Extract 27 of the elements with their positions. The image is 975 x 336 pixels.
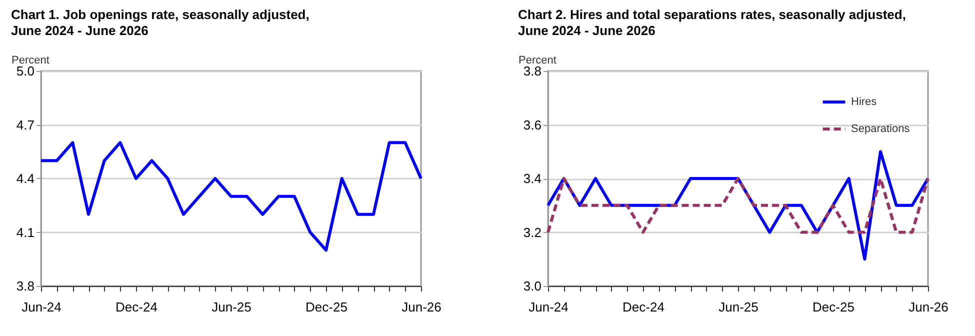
- x-tick-label: Jun-24: [528, 300, 568, 314]
- line-series: [40, 141, 422, 252]
- x-tick-label: Jun-24: [22, 300, 62, 314]
- x-tick-label: Jun-26: [908, 300, 948, 314]
- y-tick-label: 3.8: [523, 64, 542, 78]
- y-tick-label: 4.1: [16, 224, 34, 240]
- y-tick-label: 3.0: [523, 278, 542, 294]
- x-tick-label: Dec-25: [812, 300, 854, 314]
- x-tick-label: Dec-24: [116, 300, 158, 314]
- y-tick-label: 3.6: [523, 117, 542, 132]
- x-tick-label: Jun-26: [402, 300, 442, 314]
- x-tick-label: Dec-25: [306, 300, 348, 314]
- y-tick-label: 3.8: [16, 278, 34, 294]
- x-tick-label: Dec-24: [622, 300, 664, 314]
- y-tick-label: 3.2: [523, 224, 542, 240]
- y-tick-label: 3.4: [523, 171, 542, 186]
- chart-title: Chart 2. Hires and total separations rates, seasonally adjusted, June 2024 - June 2026: [518, 7, 906, 38]
- legend-label: Separations: [851, 123, 910, 135]
- x-tick-label: Jun-25: [212, 300, 252, 314]
- y-tick-label: 4.7: [16, 117, 34, 132]
- y-axis-title: Percent: [12, 54, 50, 66]
- y-tick-label: 4.4: [16, 171, 34, 186]
- legend-label: Hires: [851, 96, 878, 108]
- y-axis-title: Percent: [518, 54, 556, 66]
- y-tick-label: 5.0: [16, 64, 34, 78]
- chart-title: Chart 1. Job openings rate, seasonally adjusted, June 2024 - June 2026: [11, 7, 310, 38]
- x-tick-label: Jun-25: [718, 300, 758, 314]
